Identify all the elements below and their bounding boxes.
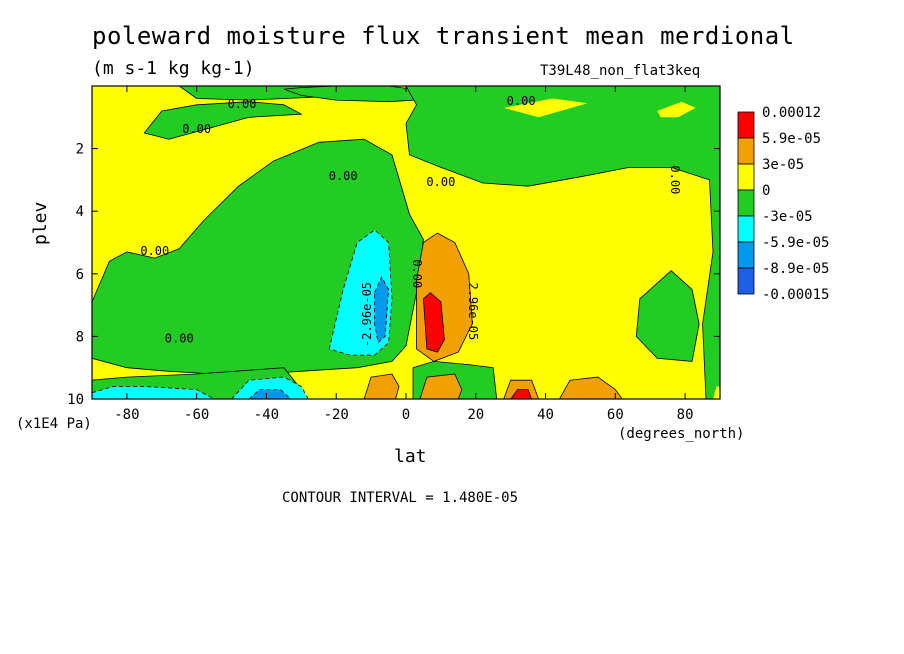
contour-label: 0.00 xyxy=(329,169,358,183)
legend-label: -3e-05 xyxy=(762,209,813,225)
legend-swatch xyxy=(737,111,755,139)
contour-region-orange xyxy=(419,373,463,399)
legend-label: -5.9e-05 xyxy=(762,235,829,251)
legend-swatch xyxy=(737,189,755,217)
legend-label: -0.00015 xyxy=(762,287,829,303)
legend-swatch xyxy=(737,241,755,269)
contour-region-blue xyxy=(248,389,292,399)
contour-region-green xyxy=(143,101,303,140)
legend-swatch xyxy=(737,163,755,191)
x-axis-label: lat xyxy=(394,446,427,467)
legend-label: -8.9e-05 xyxy=(762,261,829,277)
contour-label: 0.00 xyxy=(426,175,455,189)
y-tick-label: 2 xyxy=(76,142,84,158)
contour-label: 0.00 xyxy=(228,97,257,111)
contour-region-green xyxy=(405,86,720,399)
contour-region-green xyxy=(635,270,700,362)
legend-label: 5.9e-05 xyxy=(762,131,821,147)
contour-regions xyxy=(92,86,720,399)
y-tick-label: 6 xyxy=(76,267,84,283)
contour-region-blue xyxy=(374,276,390,344)
x-tick-label: 20 xyxy=(467,407,484,423)
legend-label: 3e-05 xyxy=(762,157,804,173)
contour-region-cyan xyxy=(92,386,215,399)
legend-swatch xyxy=(737,215,755,243)
contour-region-cyan xyxy=(231,376,309,399)
x-tick-label: 0 xyxy=(402,407,410,423)
contour-label: 0.00 xyxy=(165,332,194,346)
x-tick-label: 80 xyxy=(677,407,694,423)
x-unit-note: (degrees_north) xyxy=(618,426,745,442)
contour-region-orange xyxy=(559,376,623,399)
contour-region-yellow xyxy=(713,386,720,399)
contour-region-orange xyxy=(363,373,400,399)
legend-label: 0 xyxy=(762,183,770,199)
x-tick-label: -20 xyxy=(324,407,349,423)
contour-label: -2.96e-05 xyxy=(360,282,374,347)
x-tick-label: -80 xyxy=(114,407,139,423)
y-unit-note: (x1E4 Pa) xyxy=(16,416,92,432)
dataset-label: T39L48_non_flat3keq xyxy=(540,63,701,79)
contour-region-yellow xyxy=(503,98,588,118)
contour-label: 2.96e-05 xyxy=(466,282,480,340)
contour-interval-note: CONTOUR INTERVAL = 1.480E-05 xyxy=(282,490,519,506)
contour-region-red xyxy=(510,389,533,399)
x-tick-label: -40 xyxy=(254,407,279,423)
legend-swatch xyxy=(737,137,755,165)
contour-region-red xyxy=(422,292,445,353)
y-tick-label: 10 xyxy=(67,392,84,408)
x-tick-label: -60 xyxy=(184,407,209,423)
chart-units: (m s-1 kg kg-1) xyxy=(92,58,255,79)
x-tick-label: 60 xyxy=(607,407,624,423)
contour-label: 0.00 xyxy=(140,244,169,258)
contour-region-yellow xyxy=(657,101,696,118)
x-tick-label: 40 xyxy=(537,407,554,423)
y-tick-label: 8 xyxy=(76,329,84,345)
legend-label: 0.00012 xyxy=(762,105,821,121)
contour-label: 0.00 xyxy=(182,122,211,136)
legend-swatch xyxy=(737,267,755,295)
chart-title: poleward moisture flux transient mean me… xyxy=(92,22,795,50)
contour-label: 0.00 xyxy=(668,165,682,194)
contour-label: 0.00 xyxy=(410,259,424,288)
contour-label: 0.00 xyxy=(507,94,536,108)
y-tick-label: 4 xyxy=(76,204,84,220)
